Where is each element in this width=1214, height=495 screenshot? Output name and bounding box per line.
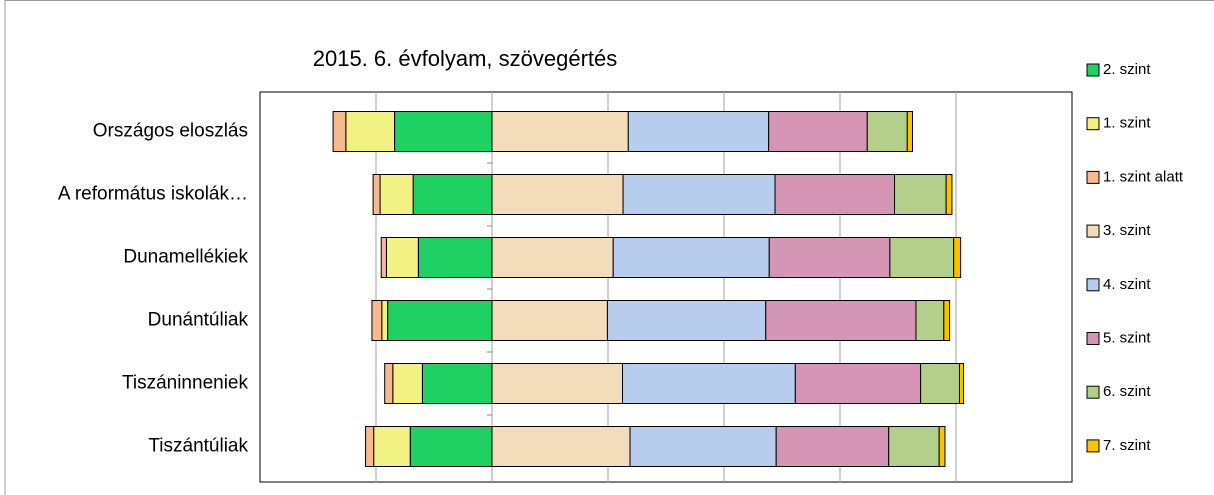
bar-segment [379,174,414,215]
legend-label: 2. szint [1103,61,1151,78]
bar-segment [491,300,608,341]
bar-segment [953,237,962,278]
bar-segment [866,111,908,152]
legend-label: 3. szint [1103,222,1151,239]
bar-segment [627,111,770,152]
chart-title: 2015. 6. évfolyam, szövegértés [313,46,618,71]
legend-swatch [1086,117,1100,131]
bar-segment [774,174,896,215]
legend-label: 5. szint [1103,329,1151,346]
bar-segment [384,363,394,404]
bar-segment [365,426,375,467]
legend-swatch [1086,224,1100,238]
bar-segment [768,111,868,152]
bar-segment [409,426,493,467]
bar-segment [945,174,953,215]
bar-segment [888,426,940,467]
bar-segment [491,426,631,467]
legend-label: 7. szint [1103,437,1151,454]
bar-segment [371,300,383,341]
plot-area [259,91,1073,483]
bar-segment [612,237,770,278]
legend-swatch [1086,278,1100,292]
bar-segment [768,237,891,278]
bar-segment [332,111,347,152]
legend-swatch [1086,439,1100,453]
y-tick-label: Dunamellékiek [123,247,248,268]
bar-segment [629,426,777,467]
bar-segment [958,363,965,404]
bar-segment [906,111,914,152]
bar-segment [345,111,396,152]
bar-segment [491,111,629,152]
bar-segment [394,111,493,152]
y-tick-label: Országos eloszlás [93,121,248,142]
legend-swatch [1086,63,1100,77]
bar-segment [421,363,493,404]
bar-segment [606,300,767,341]
legend-label: 6. szint [1103,383,1151,400]
y-tick-label: Tiszáninneniek [122,373,249,394]
bar-segment [622,363,796,404]
bar-segment [491,237,614,278]
bar-segment [387,300,493,341]
legend-swatch [1086,385,1100,399]
legend-label: 1. szint alatt [1103,168,1184,185]
bar-segment [417,237,493,278]
legend-label: 4. szint [1103,276,1151,293]
bar-segment [920,363,960,404]
bar-segment [894,174,947,215]
bar-segment [381,300,389,341]
bar-segment [380,237,387,278]
bar-segment [373,426,411,467]
legend-swatch [1086,332,1100,345]
y-tick-label: Tiszántúliak [148,436,248,457]
bar-segment [794,363,922,404]
bar-segment [385,237,419,278]
bar-segment [765,300,917,341]
bar-segment [938,426,946,467]
bar-segment [915,300,945,341]
bar-segment [372,174,381,215]
bar-segment [622,174,776,215]
bar-segment [775,426,890,467]
legend-label: 1. szint [1103,115,1151,132]
bar-segment [412,174,493,215]
bar-segment [889,237,955,278]
bar-segment [491,174,624,215]
legend-swatch [1086,170,1100,184]
bar-segment [491,363,623,404]
bar-segment [392,363,423,404]
bar-segment [943,300,951,341]
y-tick-label: Dunántúliak [148,310,249,331]
y-tick-label: A református iskolák… [58,184,248,205]
